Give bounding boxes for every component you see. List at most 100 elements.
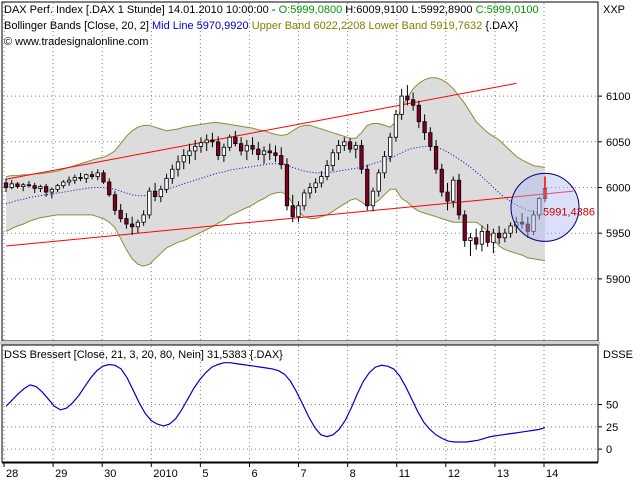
candlestick — [227, 134, 232, 151]
candle-body — [273, 152, 278, 156]
candlestick — [101, 170, 106, 184]
price-tick-label: 6050 — [606, 137, 630, 149]
bollinger-bands — [5, 77, 546, 267]
copyright-text: © www.tradesignalonline.com — [4, 36, 148, 48]
dss-line — [5, 362, 546, 443]
candle-body — [78, 177, 83, 179]
candle-body — [3, 182, 9, 188]
dss-grid — [3, 346, 597, 461]
lower-band-line — [5, 188, 546, 267]
candlestick — [152, 182, 158, 202]
candle-body — [152, 190, 158, 198]
time-tick-label: 7 — [301, 468, 307, 480]
candlestick — [21, 182, 26, 192]
price-y-axis: 5900 5950 6000 6050 6100 — [598, 91, 630, 286]
candle-body — [365, 168, 370, 207]
candle-body — [135, 221, 141, 228]
candle-body — [21, 184, 26, 187]
candle-body — [537, 198, 542, 216]
candle-body — [410, 99, 416, 106]
trend-line — [5, 82, 517, 180]
mid-line-value: Mid Line 5970,9920 — [152, 20, 249, 32]
candle-body — [107, 181, 112, 196]
time-tick-label: 29 — [55, 468, 67, 480]
candlestick — [422, 114, 427, 140]
candlestick — [382, 150, 387, 179]
candlestick — [502, 228, 507, 243]
candlestick — [531, 210, 536, 236]
dss-tick-label: 50 — [606, 400, 618, 412]
open-value: O:5999,0800 — [279, 4, 343, 16]
candlestick — [130, 216, 135, 236]
bollinger-band-fill — [6, 77, 545, 267]
dss-title: DSS Bressert [Close, 21, 3, 20, 80, Nein… — [4, 349, 283, 361]
price-tick-label: 5900 — [606, 274, 630, 286]
candlestick — [181, 149, 186, 170]
candle-body — [422, 121, 427, 134]
candle-body — [428, 132, 433, 147]
candle-body — [382, 156, 387, 174]
candlestick — [445, 182, 450, 211]
candlestick — [38, 184, 43, 193]
candlestick — [198, 137, 204, 153]
last-price-label: 5991,4386 — [543, 206, 595, 218]
candlestick — [175, 155, 181, 177]
candle-body — [393, 113, 399, 138]
candle-body — [353, 145, 358, 150]
candlestick — [324, 160, 330, 181]
candle-body — [9, 183, 14, 188]
candlestick — [118, 203, 123, 223]
candlestick — [164, 173, 169, 193]
price-tick-label: 5950 — [606, 228, 630, 240]
candlestick — [359, 139, 364, 174]
panel-separator[interactable] — [0, 341, 600, 345]
candle-body — [307, 187, 313, 194]
candle-body — [187, 150, 192, 156]
candle-body — [89, 174, 95, 177]
candle-body — [181, 155, 186, 163]
candlestick — [485, 224, 490, 247]
candlestick — [399, 88, 404, 120]
dss-panel — [1, 344, 599, 463]
candlestick — [61, 180, 66, 189]
candle-body — [330, 152, 335, 166]
last-price-marker: 5991,4386 — [510, 172, 595, 242]
candlestick — [462, 210, 467, 247]
candlestick — [433, 139, 439, 174]
price-tick-label: 6000 — [606, 183, 630, 195]
candlestick — [3, 178, 9, 193]
candle-body — [256, 148, 261, 156]
candlestick — [491, 228, 496, 254]
candlestick — [319, 171, 324, 188]
candlestick — [479, 225, 485, 252]
candlestick — [55, 183, 60, 193]
instrument-info: DAX Perf. Index [.DAX 1 Stunde] 14.01.20… — [4, 4, 279, 16]
candlestick — [273, 145, 278, 162]
candle-body — [250, 145, 255, 150]
upper-band-value: Upper Band 6022,2208 — [252, 20, 366, 32]
candlestick — [250, 137, 255, 155]
candlestick — [147, 187, 152, 219]
candle-body — [342, 141, 347, 146]
candlestick — [78, 172, 83, 182]
candlestick — [135, 219, 141, 234]
bollinger-label: Bollinger Bands [Close, 20, 2] — [4, 20, 152, 32]
dss-tick-label: 0 — [606, 444, 612, 456]
high-value: H:6009,9100 — [345, 4, 408, 16]
candle-body — [124, 218, 129, 225]
candlestick — [158, 185, 163, 203]
candle-body — [112, 194, 118, 211]
candle-body — [405, 95, 410, 101]
candle-body — [227, 136, 232, 148]
highlight-circle — [510, 172, 580, 242]
candle-body — [101, 172, 106, 183]
trend-line — [5, 190, 574, 247]
candlestick — [508, 222, 513, 238]
candlestick — [519, 213, 525, 229]
candlestick — [141, 210, 146, 226]
candlestick — [170, 164, 175, 184]
candlestick — [388, 132, 393, 162]
candlestick — [439, 163, 444, 197]
candle-body — [456, 179, 462, 216]
